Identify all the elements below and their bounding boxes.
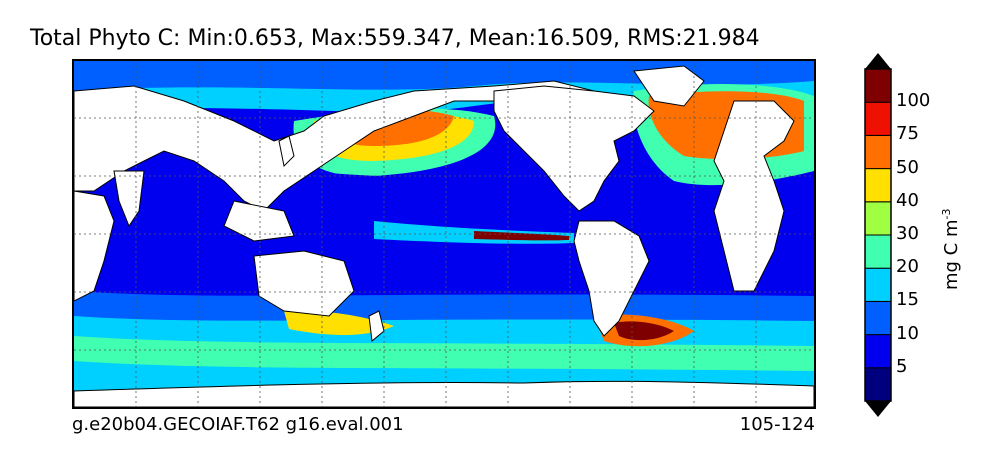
greenland-land bbox=[633, 65, 705, 107]
africa-west-land bbox=[713, 100, 795, 292]
japan-land bbox=[278, 135, 295, 168]
arctic-band-inner bbox=[74, 61, 814, 91]
colorbar-tick-label: 20 bbox=[896, 256, 919, 278]
map-title: Total Phyto C: Min:0.653, Max:559.347, M… bbox=[30, 26, 760, 51]
indonesia-land bbox=[223, 200, 295, 242]
africa-east-land bbox=[74, 190, 115, 302]
colorbar-tick-label: 15 bbox=[896, 289, 919, 311]
units-exponent: -3 bbox=[940, 208, 953, 220]
colorbar-segment bbox=[864, 234, 892, 269]
colorbar-tick-label: 50 bbox=[896, 156, 919, 178]
north-america-land bbox=[493, 85, 655, 212]
colorbar-frame bbox=[864, 68, 892, 402]
south-america-land bbox=[573, 220, 650, 337]
colorbar-segment bbox=[864, 68, 892, 103]
colorbar-tick-label: 30 bbox=[896, 223, 919, 244]
patagonia-shelf-core bbox=[614, 321, 674, 341]
colorbar-segment bbox=[864, 300, 892, 336]
india-land bbox=[113, 170, 145, 228]
colorbar-extend-min bbox=[865, 401, 891, 417]
land bbox=[74, 65, 814, 407]
colorbar-tick-label: 100 bbox=[896, 90, 931, 112]
colorbar-tick-label: 40 bbox=[896, 189, 919, 211]
year-range-label: 105-124 bbox=[739, 414, 815, 435]
antarctica-land bbox=[74, 380, 814, 407]
colorbar-tick-label: 10 bbox=[896, 322, 919, 344]
colorbar-segment bbox=[864, 168, 892, 203]
phyto-map[interactable] bbox=[72, 59, 816, 409]
map-canvas bbox=[74, 61, 814, 407]
colorbar bbox=[864, 53, 892, 417]
eq-upwelling-2 bbox=[474, 231, 569, 241]
units-base: mg C m bbox=[941, 219, 962, 290]
colorbar-segment bbox=[864, 367, 892, 402]
colorbar-segment bbox=[864, 267, 892, 302]
australia-land bbox=[253, 250, 355, 317]
colorbar-segment bbox=[864, 134, 892, 170]
colorbar-units: mg C m-3 bbox=[940, 209, 962, 290]
gridlines bbox=[74, 61, 814, 407]
colorbar-tick-label: 75 bbox=[896, 123, 919, 145]
colorbar-segment bbox=[864, 334, 892, 369]
colorbar-segment bbox=[864, 201, 892, 236]
nz-band bbox=[284, 310, 394, 335]
colorbar-segment bbox=[864, 101, 892, 136]
colorbar-extend-max bbox=[865, 53, 891, 69]
run-id-label: g.e20b04.GECOIAF.T62 g16.eval.001 bbox=[72, 414, 404, 435]
colorbar-tick-label: 5 bbox=[896, 355, 908, 377]
eurasia-land bbox=[74, 80, 595, 212]
